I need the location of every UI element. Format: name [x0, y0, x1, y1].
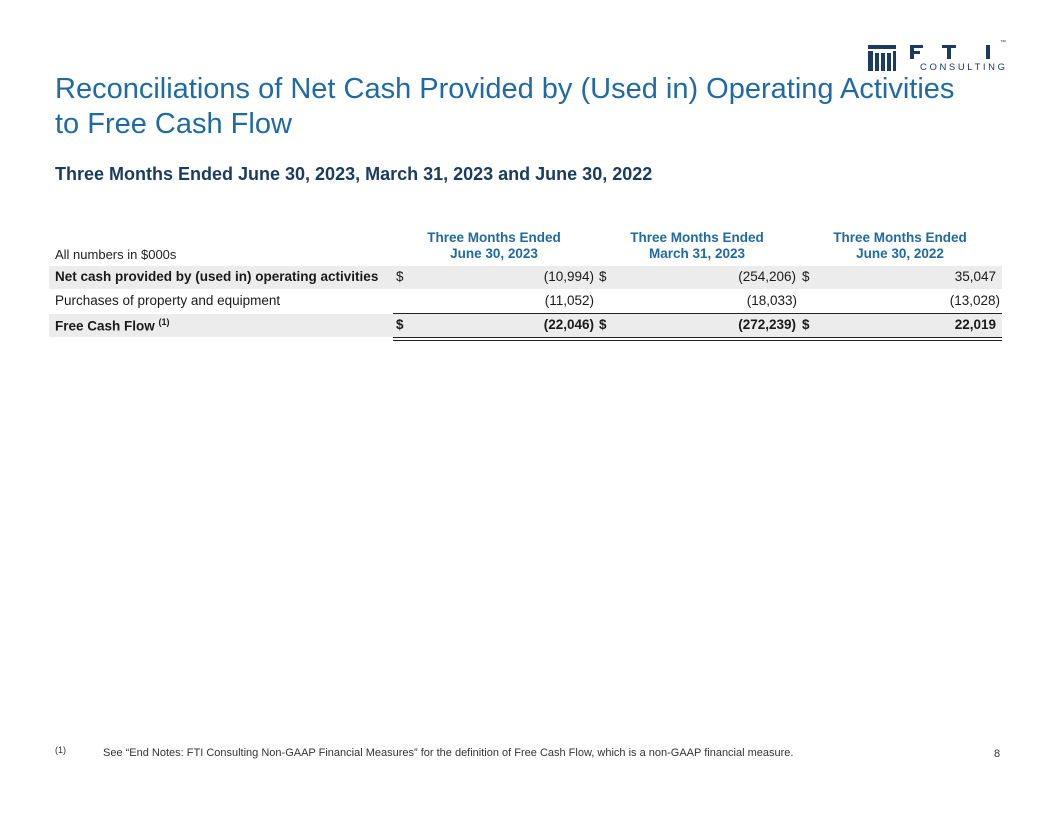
column-header-line: June 30, 2023: [450, 246, 538, 261]
column-header-q1-2023: Three Months Ended March 31, 2023: [597, 230, 797, 262]
footnote-mark: (1): [55, 745, 66, 755]
value-cell: (13,028): [949, 293, 1000, 308]
value-cell: (22,046): [543, 317, 594, 332]
row-label: Free Cash Flow (1): [55, 317, 170, 334]
currency-symbol: $: [802, 269, 810, 284]
logo-tm: ™: [1000, 40, 1006, 46]
title-line-1: Reconciliations of Net Cash Provided by …: [55, 73, 955, 105]
column-header-line: Three Months Ended: [833, 230, 967, 245]
currency-symbol: $: [599, 269, 607, 284]
row-label: Net cash provided by (used in) operating…: [55, 269, 379, 284]
page-number: 8: [994, 748, 1001, 760]
units-label: All numbers in $000s: [55, 247, 177, 262]
footnote-text: See “End Notes: FTI Consulting Non-GAAP …: [103, 747, 794, 759]
column-header-line: Three Months Ended: [630, 230, 764, 245]
value-cell: 35,047: [954, 269, 996, 284]
logo-subtext: CONSULTING: [920, 62, 1008, 73]
page-title: Reconciliations of Net Cash Provided by …: [55, 72, 985, 142]
total-double-rule-top: [393, 337, 1002, 338]
currency-symbol: $: [802, 317, 810, 332]
currency-symbol: $: [396, 269, 404, 284]
column-header-line: March 31, 2023: [648, 246, 746, 261]
table-row-operating-cash: Net cash provided by (used in) operating…: [49, 266, 1002, 289]
table-row-capex: Purchases of property and equipment (11,…: [49, 290, 1002, 313]
column-header-line: June 30, 2022: [856, 246, 944, 261]
total-double-rule-bottom: [393, 340, 1002, 341]
column-header-line: Three Months Ended: [427, 230, 561, 245]
currency-symbol: $: [396, 317, 404, 332]
row-label-text: Free Cash Flow: [55, 318, 155, 334]
page-subtitle: Three Months Ended June 30, 2023, March …: [55, 164, 653, 184]
value-cell: (18,033): [746, 293, 797, 308]
row-label: Purchases of property and equipment: [55, 293, 281, 308]
table-row-free-cash-flow: Free Cash Flow (1) $ (22,046) $ (272,239…: [49, 314, 1002, 337]
column-header-q2-2023: Three Months Ended June 30, 2023: [394, 230, 594, 262]
footnote-reference: (1): [158, 317, 170, 327]
fti-consulting-logo: ™ CONSULTING: [866, 40, 1008, 76]
value-cell: (254,206): [738, 269, 796, 284]
value-cell: (11,052): [544, 293, 594, 308]
column-header-q2-2022: Three Months Ended June 30, 2022: [800, 230, 1000, 262]
currency-symbol: $: [599, 317, 607, 332]
title-line-2: to Free Cash Flow: [55, 108, 292, 140]
value-cell: 22,019: [954, 317, 996, 332]
subtotal-rule: [393, 313, 1002, 314]
value-cell: (272,239): [738, 317, 796, 332]
value-cell: (10,994): [543, 269, 594, 284]
